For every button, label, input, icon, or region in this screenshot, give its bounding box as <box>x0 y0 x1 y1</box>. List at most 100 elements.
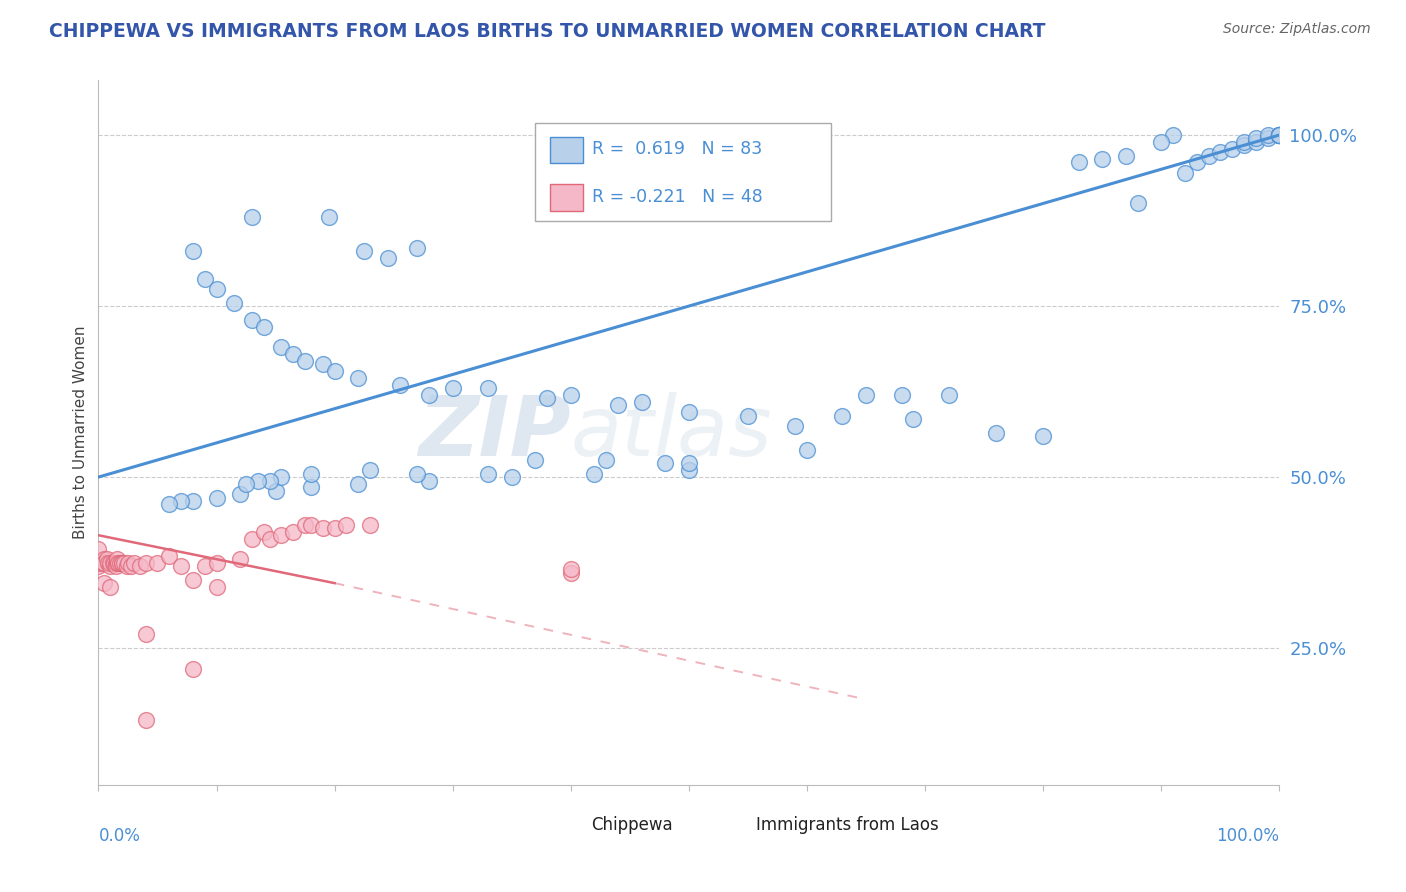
Point <box>595 453 617 467</box>
Point <box>630 394 652 409</box>
Point <box>224 295 246 310</box>
Point <box>1268 128 1291 142</box>
Point <box>654 457 676 471</box>
Point <box>170 559 193 574</box>
Point <box>91 556 114 570</box>
Point <box>938 388 960 402</box>
Point <box>103 556 125 570</box>
Point <box>1268 128 1291 142</box>
Point <box>1161 128 1184 142</box>
Point <box>607 398 630 412</box>
Point <box>115 559 138 574</box>
Point <box>388 377 411 392</box>
Point <box>205 282 228 296</box>
Point <box>359 518 381 533</box>
Point <box>560 562 582 576</box>
Point <box>890 388 912 402</box>
Point <box>377 251 399 265</box>
Text: Chippewa: Chippewa <box>591 816 672 834</box>
Point <box>477 467 499 481</box>
Point <box>406 467 429 481</box>
Point <box>1032 429 1054 443</box>
Point <box>105 556 128 570</box>
Point <box>253 319 276 334</box>
Point <box>112 556 135 570</box>
Point <box>299 518 322 533</box>
Point <box>1268 128 1291 142</box>
Point <box>299 480 322 494</box>
Point <box>903 412 925 426</box>
Point <box>335 518 357 533</box>
Point <box>785 418 807 433</box>
Point <box>299 467 322 481</box>
Point <box>205 556 228 570</box>
Point <box>98 580 121 594</box>
Point <box>194 559 217 574</box>
Point <box>1233 138 1256 153</box>
FancyBboxPatch shape <box>536 122 831 221</box>
Point <box>170 494 193 508</box>
Point <box>984 425 1007 440</box>
Point <box>1268 128 1291 142</box>
Point <box>246 474 269 488</box>
Point <box>312 357 335 371</box>
Point <box>359 463 381 477</box>
Text: 0.0%: 0.0% <box>98 827 141 846</box>
Point <box>87 559 110 574</box>
Point <box>347 477 370 491</box>
Point <box>270 340 292 354</box>
Point <box>135 556 157 570</box>
Point <box>264 483 287 498</box>
Point <box>418 474 440 488</box>
Point <box>1233 135 1256 149</box>
Point <box>205 580 228 594</box>
Point <box>121 559 143 574</box>
Point <box>181 573 204 587</box>
Point <box>235 477 257 491</box>
Point <box>146 556 169 570</box>
Point <box>229 487 252 501</box>
Point <box>93 576 115 591</box>
FancyBboxPatch shape <box>550 136 582 163</box>
Point <box>347 371 370 385</box>
Y-axis label: Births to Unmarried Women: Births to Unmarried Women <box>73 326 87 540</box>
Point <box>117 556 139 570</box>
Point <box>107 556 129 570</box>
Point <box>194 271 217 285</box>
Point <box>111 556 134 570</box>
Point <box>831 409 853 423</box>
Point <box>1268 128 1291 142</box>
Point <box>1115 148 1137 162</box>
Text: Source: ZipAtlas.com: Source: ZipAtlas.com <box>1223 22 1371 37</box>
Point <box>283 347 305 361</box>
Point <box>312 521 335 535</box>
Point <box>1091 152 1114 166</box>
Point <box>240 210 263 224</box>
Point <box>270 528 292 542</box>
Point <box>477 381 499 395</box>
Point <box>97 556 120 570</box>
Point <box>108 556 131 570</box>
Point <box>1150 135 1173 149</box>
Point <box>128 559 150 574</box>
Text: ZIP: ZIP <box>418 392 571 473</box>
Text: 100.0%: 100.0% <box>1216 827 1279 846</box>
Point <box>93 552 115 566</box>
Point <box>135 627 157 641</box>
Point <box>323 364 346 378</box>
Point <box>87 541 110 556</box>
Text: CHIPPEWA VS IMMIGRANTS FROM LAOS BIRTHS TO UNMARRIED WOMEN CORRELATION CHART: CHIPPEWA VS IMMIGRANTS FROM LAOS BIRTHS … <box>49 22 1046 41</box>
Text: R = -0.221   N = 48: R = -0.221 N = 48 <box>592 187 763 205</box>
Point <box>1067 155 1090 169</box>
Point <box>135 713 157 727</box>
Point <box>1126 196 1149 211</box>
Point <box>1185 155 1208 169</box>
Point <box>678 457 700 471</box>
Point <box>259 532 281 546</box>
Point <box>93 556 115 570</box>
Point <box>181 494 204 508</box>
Text: R =  0.619   N = 83: R = 0.619 N = 83 <box>592 140 762 158</box>
Point <box>583 467 606 481</box>
Point <box>253 524 276 539</box>
Point <box>157 549 180 563</box>
